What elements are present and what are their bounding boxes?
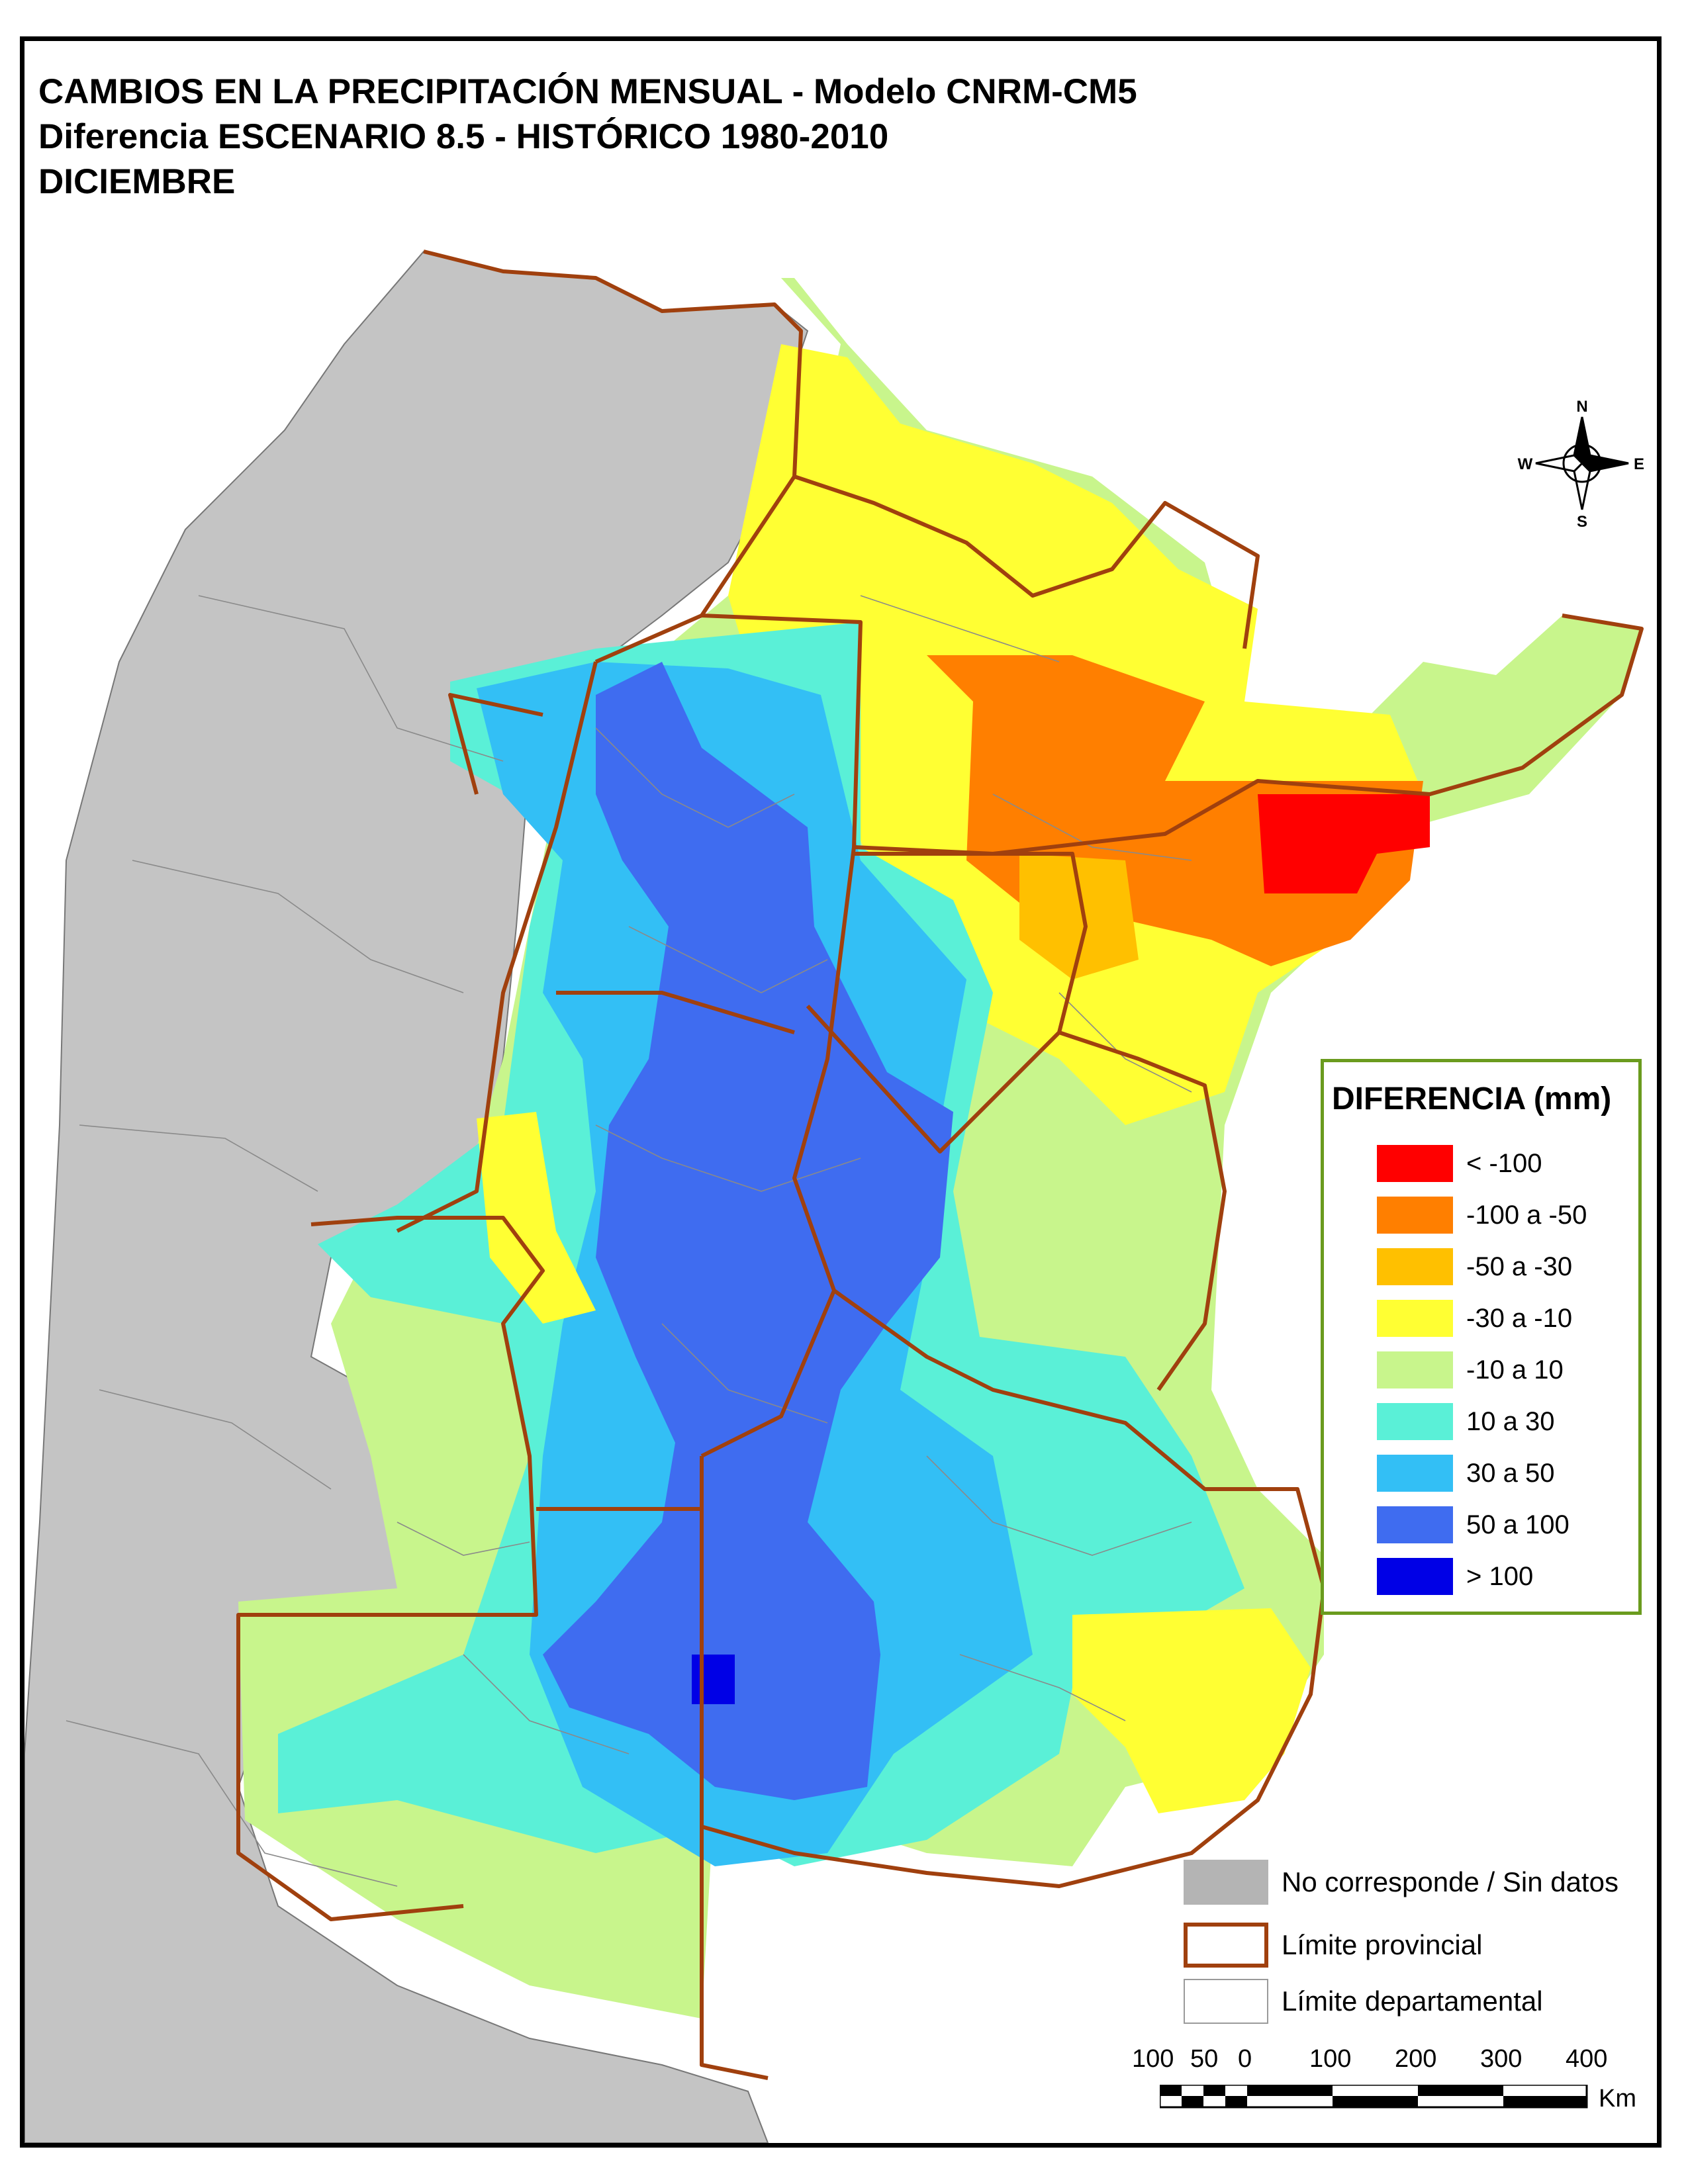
- legend-swatch: [1377, 1197, 1453, 1234]
- region-orange-light: [1019, 854, 1139, 979]
- title-line-3: DICIEMBRE: [38, 162, 236, 201]
- legend-swatch: [1377, 1558, 1453, 1595]
- legend-label: -10 a 10: [1466, 1355, 1564, 1385]
- north-arrow-icon: N S E W: [1518, 398, 1644, 529]
- no-data-label: No corresponde / Sin datos: [1282, 1866, 1618, 1897]
- title-line-1: CAMBIOS EN LA PRECIPITACIÓN MENSUAL - Mo…: [38, 72, 1137, 111]
- legend-swatch: [1377, 1506, 1453, 1543]
- legend-label: -50 a -30: [1466, 1252, 1573, 1281]
- map-title: CAMBIOS EN LA PRECIPITACIÓN MENSUAL - Mo…: [38, 69, 1137, 205]
- provincial-swatch: [1184, 1923, 1268, 1968]
- legend-label: 50 a 100: [1466, 1510, 1570, 1539]
- scale-tick-label: 100: [1309, 2045, 1352, 2073]
- scale-tick-label: 100: [1132, 2045, 1174, 2073]
- scale-tick-label: 400: [1566, 2045, 1608, 2073]
- provincial-label: Límite provincial: [1282, 1929, 1483, 1960]
- departmental-swatch: [1184, 1979, 1268, 2024]
- provincial-limits: [236, 250, 1644, 2080]
- legend-label: 30 a 50: [1466, 1459, 1555, 1488]
- scale-unit: Km: [1599, 2085, 1636, 2113]
- region-dark-blue: [692, 1655, 735, 1704]
- departmental-limits: [66, 595, 1192, 1887]
- title-line-2: Diferencia ESCENARIO 8.5 - HISTÓRICO 198…: [38, 117, 889, 156]
- compass-n: N: [1576, 398, 1587, 416]
- scale-bar-graphic: [1160, 2085, 1588, 2109]
- scale-tick-label: 200: [1395, 2045, 1437, 2073]
- region-blue: [543, 662, 953, 1800]
- compass-w: W: [1518, 455, 1533, 473]
- legend-label: -30 a -10: [1466, 1304, 1573, 1333]
- legend-panel: DIFERENCIA (mm) < -100 -100 a -50 -50 a …: [1321, 1059, 1642, 1615]
- region-yellow-se: [1072, 1608, 1311, 1813]
- legend-swatch: [1377, 1248, 1453, 1285]
- legend-swatch: [1377, 1351, 1453, 1388]
- scale-tick-label: 300: [1480, 2045, 1523, 2073]
- legend-label: 10 a 30: [1466, 1407, 1555, 1436]
- legend-label: < -100: [1466, 1149, 1542, 1178]
- legend-swatch: [1377, 1145, 1453, 1182]
- legend-label: -100 a -50: [1466, 1201, 1587, 1230]
- scale-tick-label: 0: [1238, 2045, 1252, 2073]
- compass-e: E: [1634, 455, 1644, 473]
- departmental-label: Límite departamental: [1282, 1985, 1543, 2017]
- compass-s: S: [1577, 513, 1587, 529]
- region-red: [1258, 794, 1430, 893]
- legend-swatch: [1377, 1403, 1453, 1440]
- legend-label: > 100: [1466, 1562, 1534, 1591]
- scale-bar: 100 50 0 100 200 300 400 Km: [1132, 2045, 1636, 2144]
- scale-tick-label: 50: [1190, 2045, 1219, 2073]
- legend-title: DIFERENCIA (mm): [1332, 1081, 1612, 1116]
- no-data-swatch: [1184, 1860, 1268, 1905]
- legend-swatch: [1377, 1455, 1453, 1492]
- region-yellow-west: [477, 1112, 596, 1324]
- legend-swatch: [1377, 1300, 1453, 1337]
